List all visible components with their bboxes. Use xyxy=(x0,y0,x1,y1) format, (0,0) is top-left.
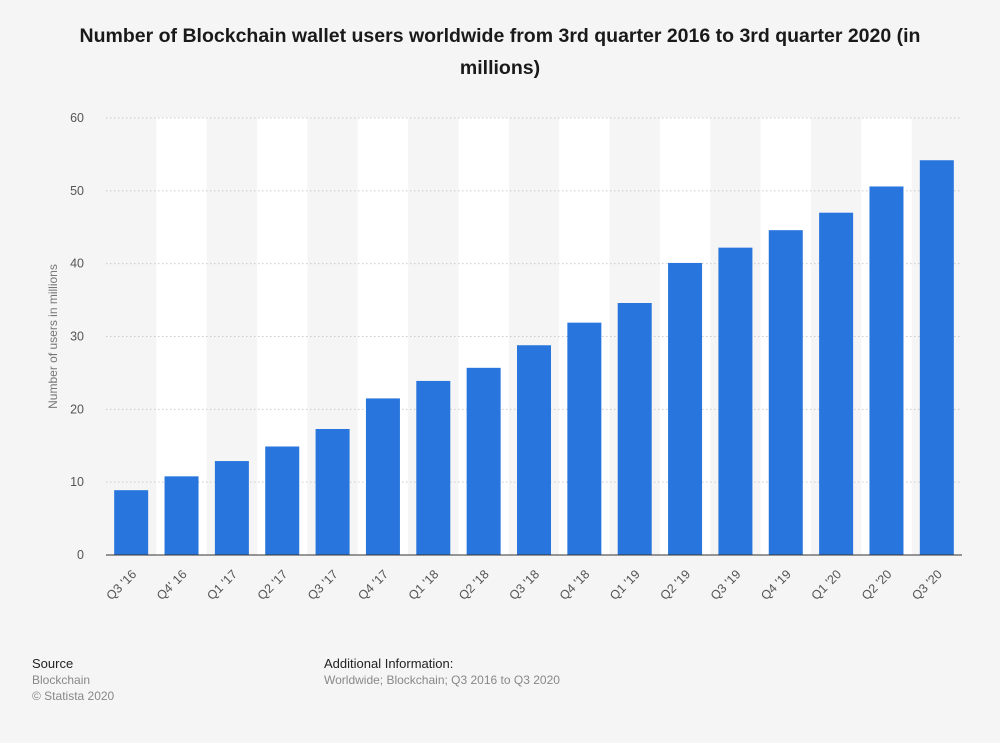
x-tick-label: Q1 '20 xyxy=(809,567,845,603)
x-tick-label: Q4 '17 xyxy=(355,567,391,603)
y-tick-label: 20 xyxy=(70,402,84,416)
additional-info-heading: Additional Information: xyxy=(324,656,454,671)
y-axis-label: Number of users in millions xyxy=(46,264,60,409)
y-tick-label: 40 xyxy=(70,257,84,271)
x-tick-label: Q1 '18 xyxy=(406,567,442,603)
bar[interactable] xyxy=(214,461,249,555)
x-tick-label: Q4' 16 xyxy=(154,567,190,603)
bar[interactable] xyxy=(265,446,300,555)
additional-info-block: Additional Information: Worldwide; Block… xyxy=(324,656,560,688)
bar[interactable] xyxy=(668,262,703,555)
bars xyxy=(114,160,954,556)
chart-title: Number of Blockchain wallet users worldw… xyxy=(79,25,921,79)
bar[interactable] xyxy=(819,212,854,555)
x-tick-label: Q3 '18 xyxy=(506,567,542,603)
bar[interactable] xyxy=(517,345,551,555)
bar[interactable] xyxy=(164,476,199,555)
y-tick-label: 0 xyxy=(77,548,84,562)
copyright: © Statista 2020 xyxy=(32,689,115,703)
bar[interactable] xyxy=(919,160,954,555)
x-tick-label: Q2 '20 xyxy=(859,567,895,603)
bar[interactable] xyxy=(416,380,451,555)
bar[interactable] xyxy=(718,247,753,556)
source-name: Blockchain xyxy=(32,673,91,687)
bar[interactable] xyxy=(567,322,602,555)
bar[interactable] xyxy=(315,428,350,555)
y-tick-label: 10 xyxy=(70,475,84,489)
x-tick-label: Q2 '17 xyxy=(255,567,291,603)
bar[interactable] xyxy=(768,230,803,555)
x-tick-label: Q1 '17 xyxy=(204,567,240,603)
y-tick-label: 30 xyxy=(70,330,84,344)
bar[interactable] xyxy=(365,398,400,555)
x-tick-label: Q3 '20 xyxy=(909,567,945,603)
x-tick-label: Q2 '18 xyxy=(456,567,492,603)
x-tick-label: Q2 '19 xyxy=(658,567,694,603)
x-axis-ticks: Q3 '16 Q4' 16 Q1 '17 Q2 '17 Q3 '17 Q4 '17 Q1 '… xyxy=(104,567,945,603)
y-tick-label: 60 xyxy=(70,111,84,125)
x-tick-label: Q3 '16 xyxy=(104,567,140,603)
source-heading: Source xyxy=(32,656,74,671)
bar[interactable] xyxy=(617,302,652,555)
x-tick-label: Q4 '18 xyxy=(557,567,593,603)
x-tick-label: Q3 '17 xyxy=(305,567,341,603)
source-block: Source Blockchain © Statista 2020 xyxy=(32,656,114,704)
bar[interactable] xyxy=(869,186,904,556)
bar[interactable] xyxy=(114,490,149,555)
y-axis-ticks: 0 10 20 30 40 50 60 xyxy=(70,111,84,562)
x-tick-label: Q1 '19 xyxy=(607,567,643,603)
additional-info-text: Worldwide; Blockchain; Q3 2016 to Q3 202… xyxy=(324,673,560,687)
x-tick-label: Q3 '19 xyxy=(708,567,744,603)
y-tick-label: 50 xyxy=(70,184,84,198)
x-tick-label: Q4 '19 xyxy=(758,567,794,603)
bar[interactable] xyxy=(466,367,501,555)
